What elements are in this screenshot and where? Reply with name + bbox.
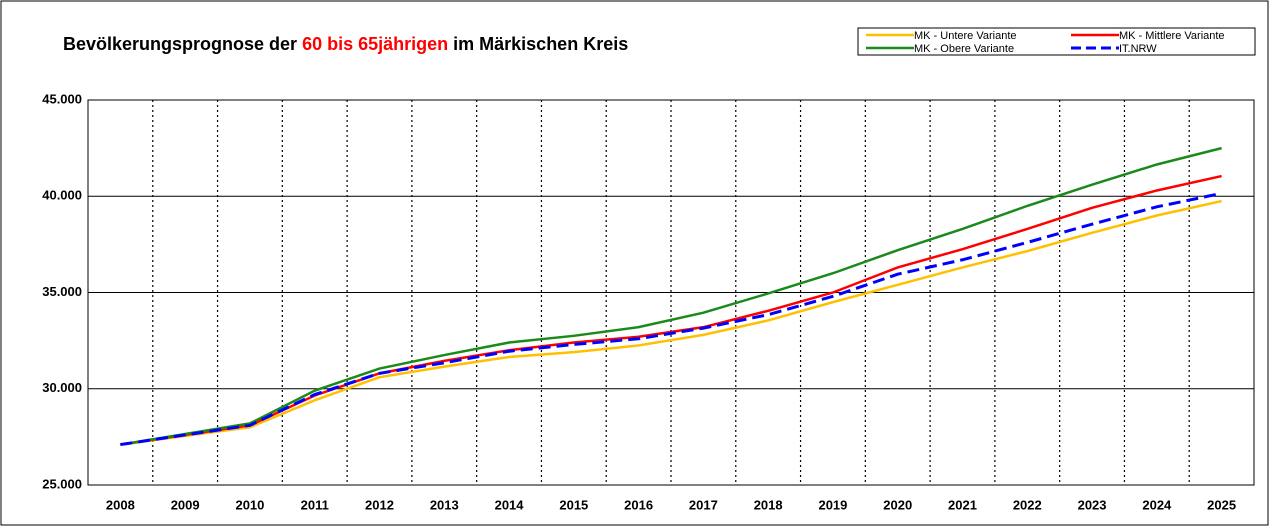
legend-label: IT.NRW	[1119, 43, 1157, 55]
legend-label: MK - Obere Variante	[914, 43, 1014, 55]
legend-label: MK - Untere Variante	[914, 30, 1017, 42]
x-tick-label: 2012	[365, 497, 394, 512]
plot-frame	[87, 99, 1255, 486]
x-tick-label: 2022	[1013, 497, 1042, 512]
title-part: Bevölkerungsprognose der	[63, 34, 302, 54]
x-tick-label: 2017	[689, 497, 718, 512]
x-tick-label: 2011	[301, 497, 329, 512]
data-line	[120, 191, 1222, 447]
x-tick-label: 2014	[495, 497, 525, 512]
legend-label: MK - Mittlere Variante	[1119, 30, 1225, 42]
x-tick-label: 2023	[1078, 497, 1107, 512]
x-tick-label: 2013	[430, 497, 459, 512]
chart-title: Bevölkerungsprognose der 60 bis 65jährig…	[63, 34, 628, 54]
title-highlight: 60 bis 65jährigen	[302, 34, 448, 54]
x-tick-label: 2024	[1142, 497, 1172, 512]
legend-box	[857, 27, 1256, 56]
x-tick-label: 2015	[559, 497, 588, 512]
x-tick-label: 2009	[171, 497, 200, 512]
y-tick-label: 40.000	[42, 188, 82, 203]
y-tick-label: 30.000	[42, 380, 82, 395]
x-tick-label: 2025	[1207, 497, 1236, 512]
x-tick-label: 2008	[106, 497, 135, 512]
data-line	[120, 146, 1222, 446]
y-tick-label: 35.000	[42, 284, 82, 299]
y-tick-label: 45.000	[42, 91, 82, 106]
x-tick-label: 2019	[818, 497, 847, 512]
title-part: im Märkischen Kreis	[448, 34, 628, 54]
x-tick-label: 2016	[624, 497, 653, 512]
x-tick-label: 2018	[754, 497, 783, 512]
x-tick-label: 2010	[235, 497, 264, 512]
y-tick-label: 25.000	[42, 476, 82, 491]
data-line	[120, 199, 1222, 446]
x-tick-label: 2020	[883, 497, 912, 512]
x-tick-label: 2021	[948, 497, 977, 512]
